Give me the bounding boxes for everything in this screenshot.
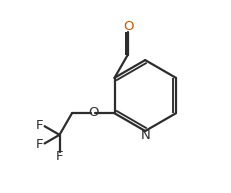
Text: F: F [56,150,63,163]
Text: F: F [36,119,43,132]
Text: O: O [124,20,134,33]
Text: O: O [88,106,98,119]
Text: N: N [140,129,150,142]
Text: F: F [36,138,43,151]
